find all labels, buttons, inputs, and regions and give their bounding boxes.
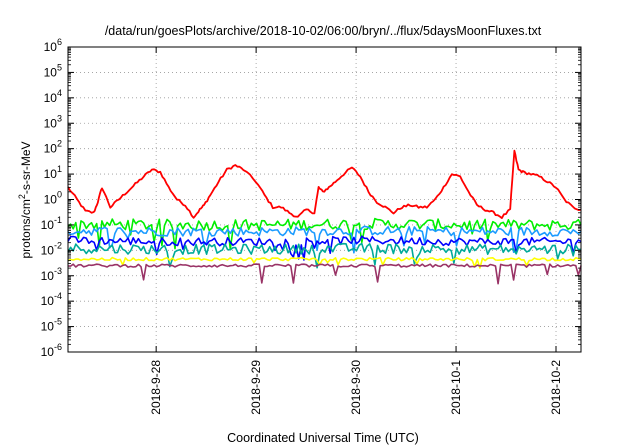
y-tick-label: 103 — [44, 113, 62, 130]
y-tick-label: 10-2 — [41, 240, 62, 257]
y-tick-label: 106 — [44, 37, 62, 54]
series-line-1 — [67, 217, 582, 250]
series-line-6 — [67, 263, 582, 285]
y-tick-label: 10-6 — [41, 342, 62, 359]
y-axis-label-prefix: protons/cm — [19, 199, 33, 258]
axis-ticks — [68, 46, 581, 353]
x-tick-label: 2018-10-1 — [449, 360, 463, 415]
y-tick-label: 10-3 — [41, 266, 62, 283]
series-line-0 — [67, 149, 582, 219]
grid — [68, 47, 581, 352]
series-layer — [67, 149, 582, 285]
y-axis-label-sup: 2 — [17, 194, 27, 199]
x-tick-label: 2018-9-30 — [349, 360, 363, 415]
y-tick-label: 104 — [44, 88, 62, 105]
y-tick-label: 101 — [44, 164, 62, 181]
y-tick-label: 10-5 — [41, 317, 62, 334]
y-axis-label: protons/cm2-s-sr-MeV — [17, 141, 33, 258]
series-line-4 — [67, 242, 582, 269]
x-tick-label: 2018-9-28 — [149, 360, 163, 415]
y-tick-label: 10-1 — [41, 215, 62, 232]
chart-title: /data/run/goesPlots/archive/2018-10-02/0… — [105, 24, 542, 38]
y-tick-labels: 10-6 10-5 10-4 10-3 10-2 10-1 100 101 102 103 104 1… — [41, 37, 62, 359]
series-line-2 — [67, 225, 582, 254]
x-tick-labels: 2018-9-28 2018-9-29 2018-9-30 2018-10-1 2018… — [149, 360, 563, 415]
y-tick-label: 10-4 — [41, 291, 62, 308]
series-line-3 — [67, 235, 582, 261]
y-tick-label: 105 — [44, 62, 62, 79]
y-tick-label: 100 — [44, 190, 62, 207]
series-line-5 — [67, 256, 582, 269]
y-tick-label: 102 — [44, 139, 62, 156]
x-tick-label: 2018-9-29 — [249, 360, 263, 415]
x-axis-label: Coordinated Universal Time (UTC) — [227, 431, 419, 445]
x-tick-label: 2018-10-2 — [549, 360, 563, 415]
y-axis-label-suffix: -s-sr-MeV — [19, 141, 33, 194]
